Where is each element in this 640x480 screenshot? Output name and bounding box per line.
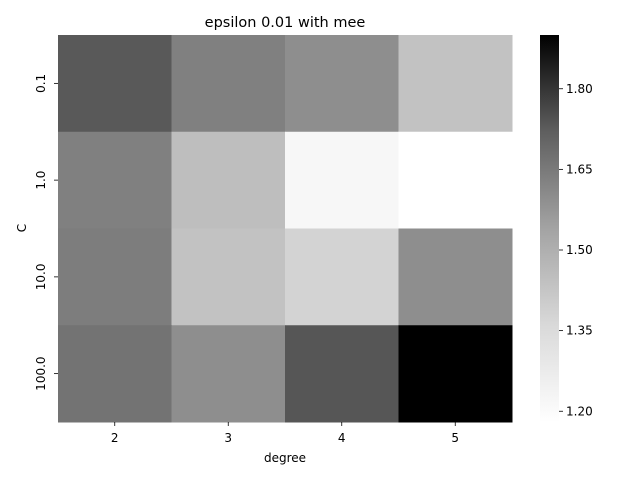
colorbar-tick-label: 1.80 bbox=[566, 82, 593, 96]
x-tick-label: 4 bbox=[338, 431, 346, 445]
x-axis-label: degree bbox=[264, 451, 306, 465]
heatmap-cell bbox=[398, 35, 513, 133]
heatmap-cell bbox=[285, 35, 399, 133]
colorbar-tick-label: 1.50 bbox=[566, 243, 593, 257]
heatmap-cell bbox=[58, 35, 172, 133]
heatmap-cell bbox=[58, 228, 172, 326]
colorbar bbox=[540, 35, 559, 422]
x-tick-label: 3 bbox=[224, 431, 232, 445]
heatmap-cell bbox=[398, 228, 513, 326]
heatmap-cell bbox=[398, 131, 513, 229]
heatmap-cell bbox=[171, 228, 286, 326]
y-tick-label: 0.1 bbox=[34, 74, 48, 93]
colorbar-tick-label: 1.35 bbox=[566, 324, 593, 338]
y-axis: 0.1 1.0 10.0 100.0 bbox=[34, 74, 58, 391]
heatmap-cell bbox=[171, 131, 286, 229]
heatmap-cell bbox=[171, 35, 286, 133]
heatmap-cell bbox=[285, 228, 399, 326]
heatmap-cells bbox=[58, 35, 513, 423]
x-tick-label: 5 bbox=[451, 431, 459, 445]
y-axis-label: C bbox=[15, 224, 29, 232]
x-axis: 2 3 4 5 bbox=[111, 422, 459, 445]
heatmap-cell bbox=[398, 325, 513, 423]
heatmap-cell bbox=[58, 131, 172, 229]
x-tick-label: 2 bbox=[111, 431, 119, 445]
heatmap-cell bbox=[285, 325, 399, 423]
heatmap-cell bbox=[285, 131, 399, 229]
heatmap-cell bbox=[58, 325, 172, 423]
heatmap-cell bbox=[171, 325, 286, 423]
y-tick-label: 100.0 bbox=[34, 356, 48, 390]
y-tick-label: 10.0 bbox=[34, 264, 48, 291]
y-tick-label: 1.0 bbox=[34, 171, 48, 190]
colorbar-axis: 1.20 1.35 1.50 1.65 1.80 bbox=[559, 82, 593, 418]
chart-title: epsilon 0.01 with mee bbox=[205, 15, 366, 31]
colorbar-tick-label: 1.65 bbox=[566, 162, 593, 176]
colorbar-tick-label: 1.20 bbox=[566, 404, 593, 418]
